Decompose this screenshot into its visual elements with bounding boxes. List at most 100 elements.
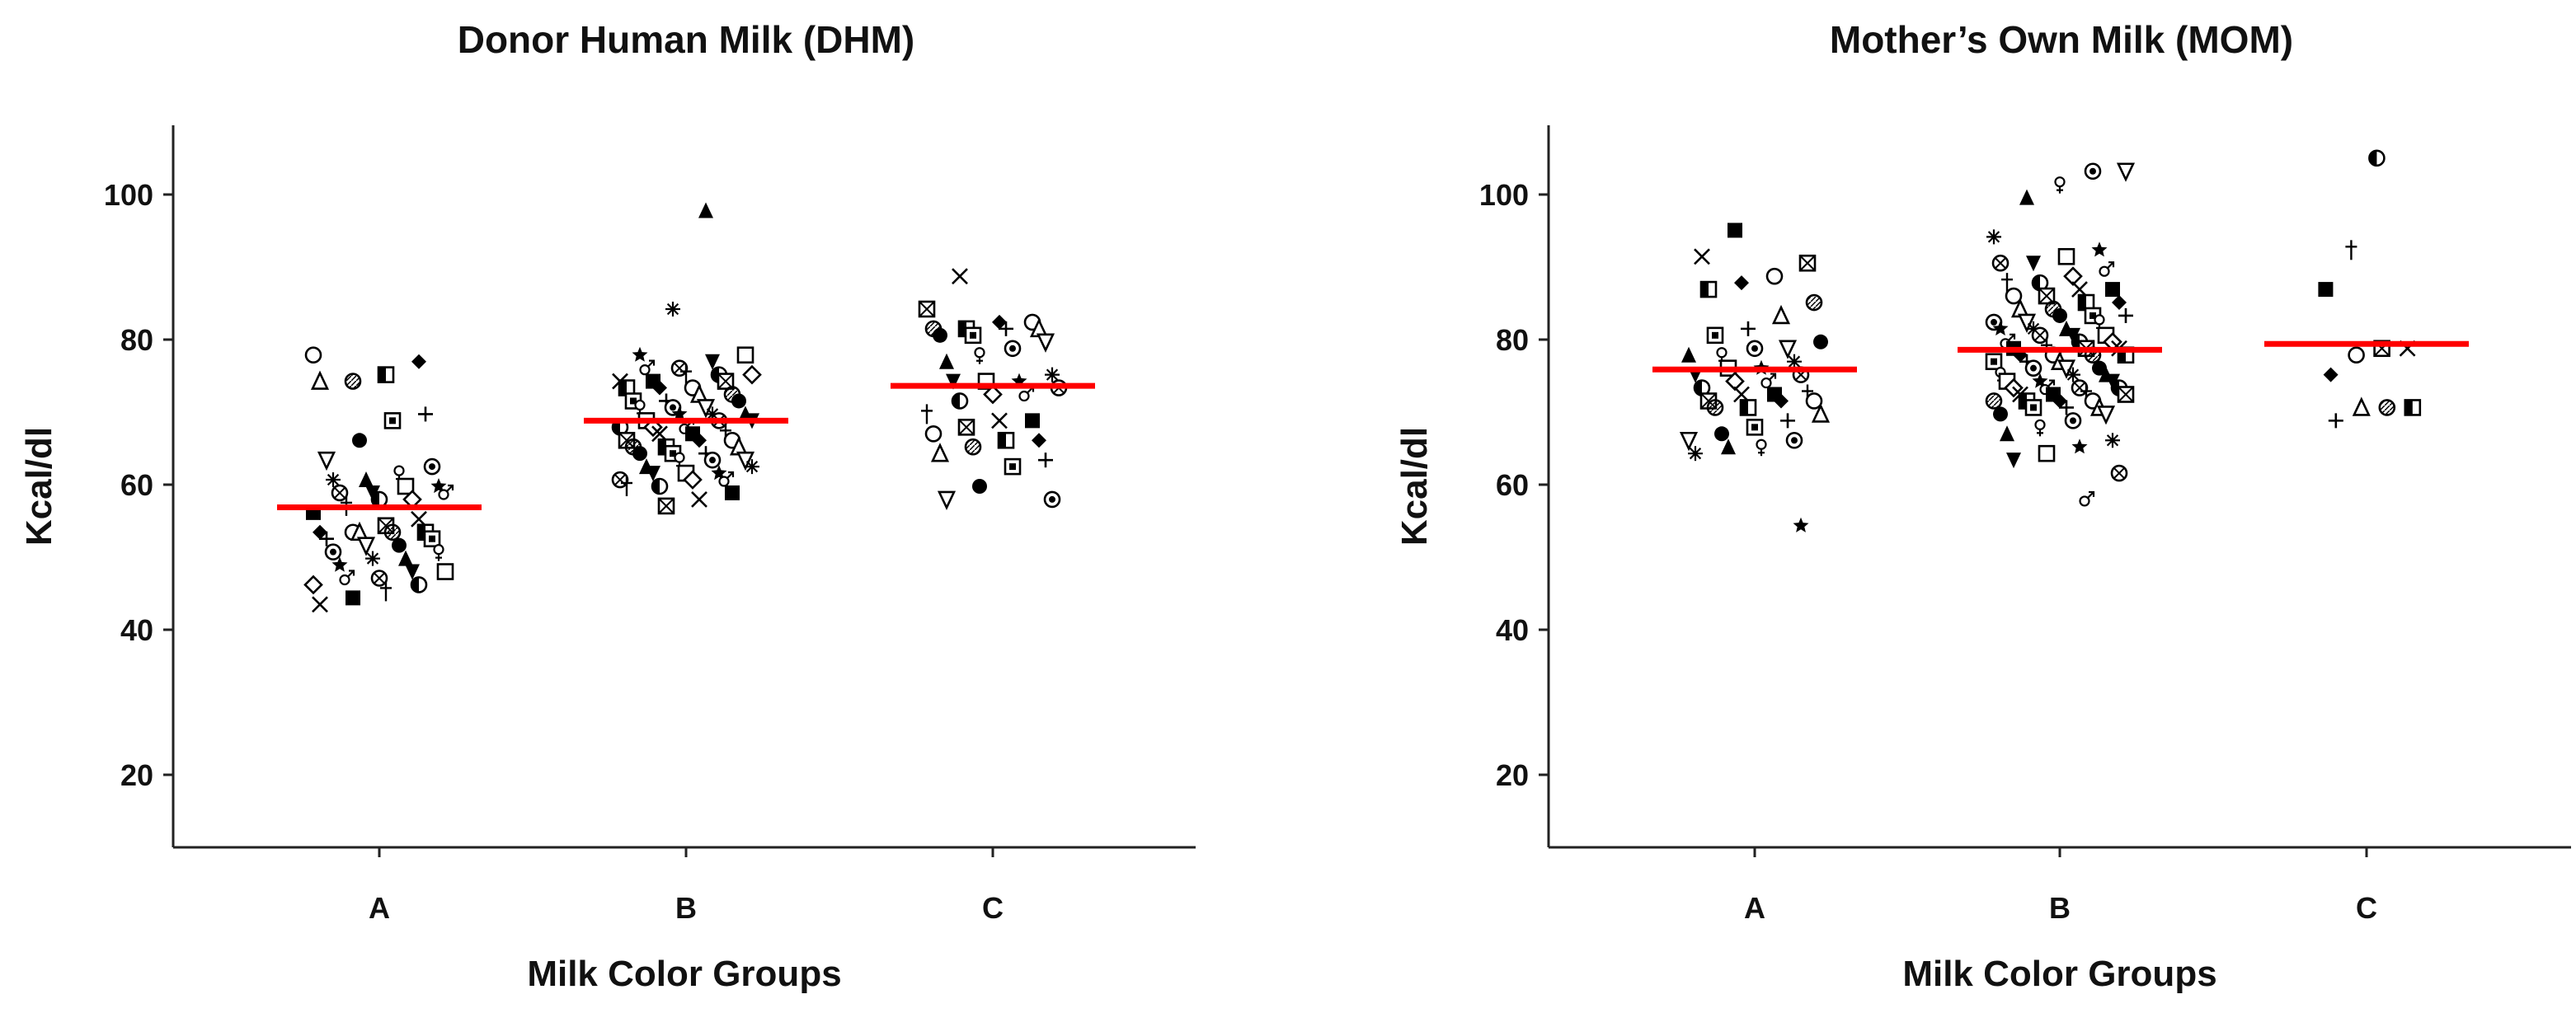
data-point xyxy=(632,346,648,362)
data-point xyxy=(933,327,947,343)
data-point xyxy=(2323,367,2339,382)
data-point xyxy=(742,364,762,385)
data-point xyxy=(380,581,392,602)
data-point xyxy=(1774,393,1789,409)
data-point xyxy=(438,484,454,500)
data-point xyxy=(1785,431,1803,449)
data-point xyxy=(310,370,330,390)
x-ticks: A B C xyxy=(369,847,1004,925)
data-point xyxy=(2404,399,2422,416)
data-point xyxy=(2000,425,2014,442)
data-point xyxy=(1798,254,1817,272)
data-point xyxy=(1706,326,1724,345)
data-point xyxy=(2034,419,2046,437)
data-point xyxy=(611,471,629,489)
x-tick-label: B xyxy=(2049,891,2071,925)
data-point xyxy=(1018,386,1035,402)
y-axis-label: Kcal/dl xyxy=(1394,427,1435,546)
y-tick-label: 100 xyxy=(104,178,153,212)
data-point xyxy=(1793,517,1809,532)
data-point xyxy=(918,300,936,318)
data-point xyxy=(952,268,968,285)
data-point xyxy=(691,491,707,508)
data-point xyxy=(2024,359,2042,377)
data-point xyxy=(2091,242,2108,257)
data-point xyxy=(359,471,374,488)
data-point xyxy=(2105,373,2120,390)
data-point xyxy=(618,379,636,396)
data-point xyxy=(2052,307,2067,323)
y-tick-label: 80 xyxy=(1496,323,1529,357)
data-point xyxy=(312,596,328,613)
data-point xyxy=(1004,340,1022,358)
data-points xyxy=(303,202,1068,613)
data-point xyxy=(2099,261,2115,277)
data-point xyxy=(745,459,759,475)
y-ticks: 20 40 60 80 100 xyxy=(104,178,173,792)
data-point xyxy=(1681,346,1696,363)
data-point xyxy=(683,470,703,490)
data-point xyxy=(2057,359,2076,379)
data-point xyxy=(2117,386,2135,403)
data-point xyxy=(2071,438,2088,454)
data-point xyxy=(964,326,982,345)
data-point xyxy=(992,314,1007,330)
data-point xyxy=(939,353,954,369)
data-point xyxy=(319,531,334,546)
data-point xyxy=(1991,254,2010,272)
data-point xyxy=(2031,274,2049,292)
data-point xyxy=(324,543,342,560)
x-tick-label: B xyxy=(675,891,697,925)
data-point xyxy=(1993,406,2008,422)
data-point xyxy=(436,563,454,580)
x-axis-label: Milk Color Groups xyxy=(1902,954,2216,994)
data-point xyxy=(632,446,647,462)
mean-lines xyxy=(277,382,1095,510)
data-point xyxy=(383,523,402,542)
data-point xyxy=(1679,431,1699,452)
y-ticks: 20 40 60 80 100 xyxy=(1479,178,1549,792)
data-point xyxy=(1699,280,1718,298)
data-point xyxy=(2071,379,2089,396)
data-point xyxy=(957,419,975,436)
data-point xyxy=(1721,438,1736,455)
data-point xyxy=(951,392,969,410)
data-point xyxy=(2368,149,2386,167)
data-point xyxy=(2038,444,2056,462)
data-point xyxy=(352,433,367,448)
data-point xyxy=(2057,247,2075,265)
data-point xyxy=(1811,403,1831,423)
data-point xyxy=(621,476,632,496)
data-point xyxy=(705,354,720,370)
data-point xyxy=(2318,282,2334,298)
data-point xyxy=(983,384,1003,405)
data-point xyxy=(665,301,680,317)
data-point xyxy=(346,590,360,606)
data-point xyxy=(718,471,735,487)
data-point xyxy=(1043,490,1061,509)
data-point xyxy=(2001,273,2013,293)
data-point xyxy=(1714,426,1729,442)
data-point xyxy=(1036,333,1055,353)
data-point xyxy=(1760,373,1777,389)
data-point xyxy=(671,406,688,421)
data-point xyxy=(383,412,402,429)
data-point xyxy=(725,485,740,500)
data-point xyxy=(2328,413,2343,429)
chart-title: Donor Human Milk (DHM) xyxy=(458,18,915,61)
data-point xyxy=(304,346,322,364)
data-point xyxy=(696,399,716,419)
data-point xyxy=(313,524,327,540)
data-point xyxy=(1805,293,1823,312)
data-point xyxy=(1734,275,1749,291)
data-point xyxy=(999,321,1013,336)
data-point xyxy=(2054,176,2066,194)
data-point xyxy=(1693,379,1711,396)
data-point xyxy=(2105,282,2120,298)
data-point xyxy=(1025,413,1040,429)
data-point xyxy=(639,359,656,376)
data-point xyxy=(937,490,957,510)
y-tick-label: 60 xyxy=(1496,468,1529,502)
data-point xyxy=(2105,433,2120,448)
